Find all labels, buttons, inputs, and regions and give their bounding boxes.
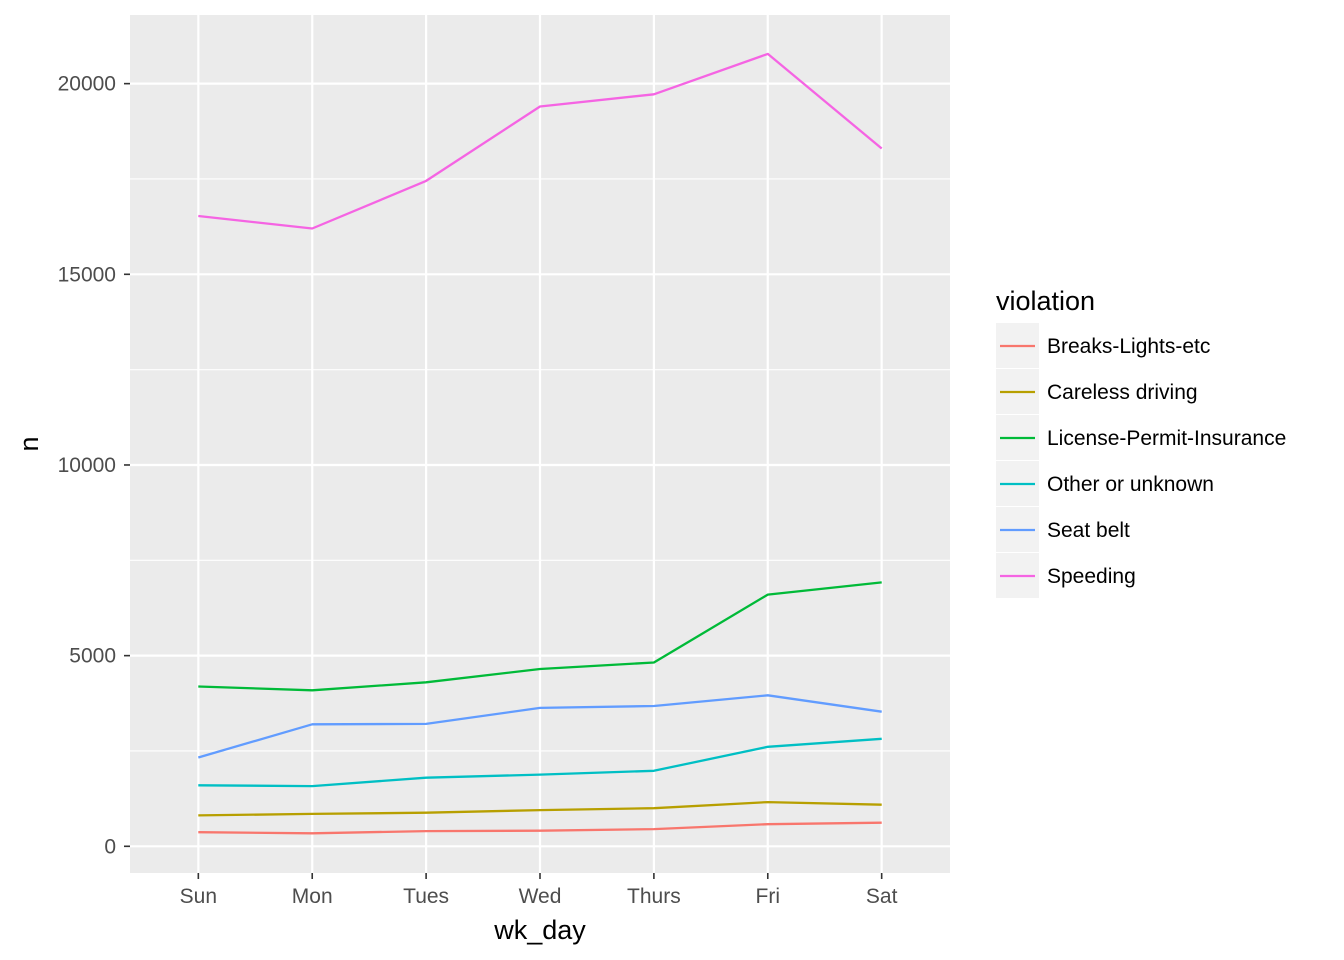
series-line-6 xyxy=(198,52,883,230)
series-lines xyxy=(197,52,883,835)
y-tick-label: 20000 xyxy=(58,73,116,96)
legend-item: Seat belt xyxy=(996,507,1130,552)
y-tick-label: 5000 xyxy=(69,645,116,668)
series-line-3 xyxy=(198,581,882,692)
legend-item: Other or unknown xyxy=(996,461,1214,506)
legend: violation Breaks-Lights-etc Careless driv… xyxy=(996,286,1286,598)
series-line-1 xyxy=(198,821,882,835)
y-axis-title: n xyxy=(14,436,44,451)
legend-item: Breaks-Lights-etc xyxy=(996,323,1210,368)
x-axis: Sun Mon Tues Wed Thurs Fri Sat xyxy=(180,873,898,908)
x-tick-label: Wed xyxy=(519,885,562,908)
legend-label: Careless driving xyxy=(1047,381,1198,404)
x-tick-label: Mon xyxy=(292,885,333,908)
x-tick-label: Sat xyxy=(866,885,898,908)
y-tick-label: 15000 xyxy=(58,263,116,286)
legend-label: Speeding xyxy=(1047,565,1136,588)
x-tick-label: Fri xyxy=(756,885,781,908)
legend-item: Speeding xyxy=(996,553,1136,598)
series-line-5 xyxy=(197,694,882,759)
legend-label: Seat belt xyxy=(1047,519,1130,542)
major-gridlines xyxy=(130,15,950,873)
series-line-4 xyxy=(198,737,882,788)
x-tick-label: Thurs xyxy=(627,885,681,908)
legend-label: Other or unknown xyxy=(1047,473,1214,496)
series-line-2 xyxy=(198,800,882,817)
x-tick-label: Tues xyxy=(403,885,449,908)
legend-item: License-Permit-Insurance xyxy=(996,415,1286,460)
y-axis: 0 5000 10000 15000 20000 xyxy=(58,73,130,858)
x-tick-label: Sun xyxy=(180,885,217,908)
legend-label: Breaks-Lights-etc xyxy=(1047,335,1210,358)
x-axis-title: wk_day xyxy=(493,915,586,945)
y-tick-label: 10000 xyxy=(58,454,116,477)
legend-item: Careless driving xyxy=(996,369,1198,414)
y-tick-label: 0 xyxy=(104,835,116,858)
legend-label: License-Permit-Insurance xyxy=(1047,427,1286,450)
legend-title: violation xyxy=(996,286,1095,316)
